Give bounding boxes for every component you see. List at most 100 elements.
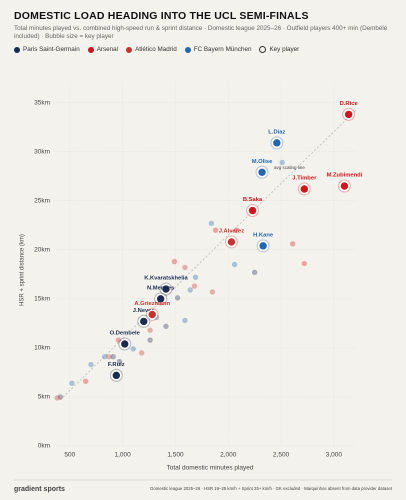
point <box>54 395 60 401</box>
point <box>234 227 240 233</box>
point <box>208 220 215 226</box>
brand: gradient sports <box>14 486 65 493</box>
point-label: B.Saka <box>243 197 263 203</box>
key-ring <box>255 165 269 179</box>
point <box>171 258 178 265</box>
y-tick-label: 5km <box>38 394 50 401</box>
x-tick-label: 500 <box>64 452 75 459</box>
key-point <box>147 309 158 320</box>
point <box>289 241 296 247</box>
point-label: N.Mendes <box>147 285 174 291</box>
y-tick-label: 15km <box>34 296 50 303</box>
point-label: A.Griezmann <box>134 301 170 307</box>
y-tick-label: 10km <box>34 345 50 352</box>
point <box>182 264 188 271</box>
point-label: O.Dembele <box>110 330 141 336</box>
header: DOMESTIC LOAD HEADING INTO THE UCL SEMI-… <box>14 10 394 53</box>
point-label: J.Timber <box>292 175 317 181</box>
point-label: M.Olise <box>252 159 273 165</box>
point <box>138 350 145 356</box>
legend-item: Key player <box>259 46 299 53</box>
legend: Paris Saint-Germain Arsenal Atlético Madri… <box>14 46 394 53</box>
key-ring <box>246 204 260 218</box>
key-ring <box>342 107 356 121</box>
legend-swatch <box>184 46 191 53</box>
key-point <box>161 284 171 294</box>
point <box>279 159 285 166</box>
legend-label: FC Bayern München <box>193 46 252 53</box>
point <box>192 274 199 280</box>
key-ring <box>137 314 151 328</box>
legend-label: Arsenal <box>96 46 119 53</box>
y-tick-label: 30km <box>34 148 50 155</box>
key-point <box>111 370 122 381</box>
point <box>187 287 193 293</box>
key-ring <box>270 136 284 150</box>
key-ring <box>118 337 132 351</box>
x-tick-label: 1,000 <box>115 452 132 459</box>
point <box>116 358 123 365</box>
legend-swatch <box>126 46 133 53</box>
y-tick-label: 35km <box>34 99 50 106</box>
point <box>147 337 153 343</box>
annotation: avg scaling line <box>274 165 305 170</box>
point-label: M.Zubimendi <box>327 173 363 179</box>
point-label: K.Kvaratskhelia <box>144 276 188 282</box>
legend-label: Atlético Madrid <box>135 46 177 53</box>
point <box>251 269 258 276</box>
key-ring <box>256 239 270 253</box>
reference-line <box>59 109 357 401</box>
point-label: H.Kane <box>253 232 274 238</box>
point-label: J.Neves <box>133 308 155 314</box>
point <box>301 260 308 267</box>
point <box>88 361 94 368</box>
point <box>191 283 198 289</box>
point <box>212 227 219 233</box>
point <box>231 261 238 268</box>
legend-label: Key player <box>269 46 300 53</box>
key-ring <box>224 235 238 249</box>
x-tick-label: 3,000 <box>326 452 343 459</box>
point-label: J.Alvarez <box>219 228 245 234</box>
x-tick-label: 2,000 <box>220 452 237 459</box>
y-tick-label: 20km <box>34 247 50 254</box>
key-ring <box>154 292 168 306</box>
y-tick-label: 25km <box>34 197 50 204</box>
point <box>115 337 122 343</box>
key-ring <box>145 308 159 322</box>
y-axis-title: HSR + sprint distance (km) <box>20 234 26 306</box>
legend-swatch <box>87 46 94 53</box>
key-point <box>257 167 267 178</box>
key-point <box>258 240 269 251</box>
key-point <box>138 316 149 327</box>
point-label: D.Rice <box>340 101 359 107</box>
key-point <box>343 109 354 120</box>
point <box>106 354 112 360</box>
point <box>57 394 64 400</box>
footnote: Domestic league 2025–26 · HSR 19–25 km/h… <box>150 486 393 491</box>
x-tick-label: 2,500 <box>273 452 290 459</box>
point <box>110 354 116 360</box>
key-point <box>271 137 282 148</box>
y-tick-label: 0km <box>38 443 50 450</box>
chart-title: DOMESTIC LOAD HEADING INTO THE UCL SEMI-… <box>14 10 309 22</box>
legend-item: Arsenal <box>87 46 119 53</box>
legend-item: Atlético Madrid <box>126 46 177 53</box>
legend-swatch <box>14 46 20 53</box>
point <box>163 323 169 330</box>
key-ring <box>297 182 311 196</box>
point <box>174 295 181 301</box>
legend-label: Paris Saint-Germain <box>23 46 80 53</box>
point-label: F.Ruiz <box>108 362 125 368</box>
legend-swatch <box>259 46 267 53</box>
key-point <box>299 184 310 194</box>
key-point <box>247 205 258 216</box>
point <box>147 327 153 333</box>
key-ring <box>109 368 123 382</box>
key-ring <box>159 282 173 296</box>
point <box>209 289 216 295</box>
point <box>82 378 89 384</box>
point-label: L.Diaz <box>268 129 285 135</box>
point <box>69 380 75 386</box>
